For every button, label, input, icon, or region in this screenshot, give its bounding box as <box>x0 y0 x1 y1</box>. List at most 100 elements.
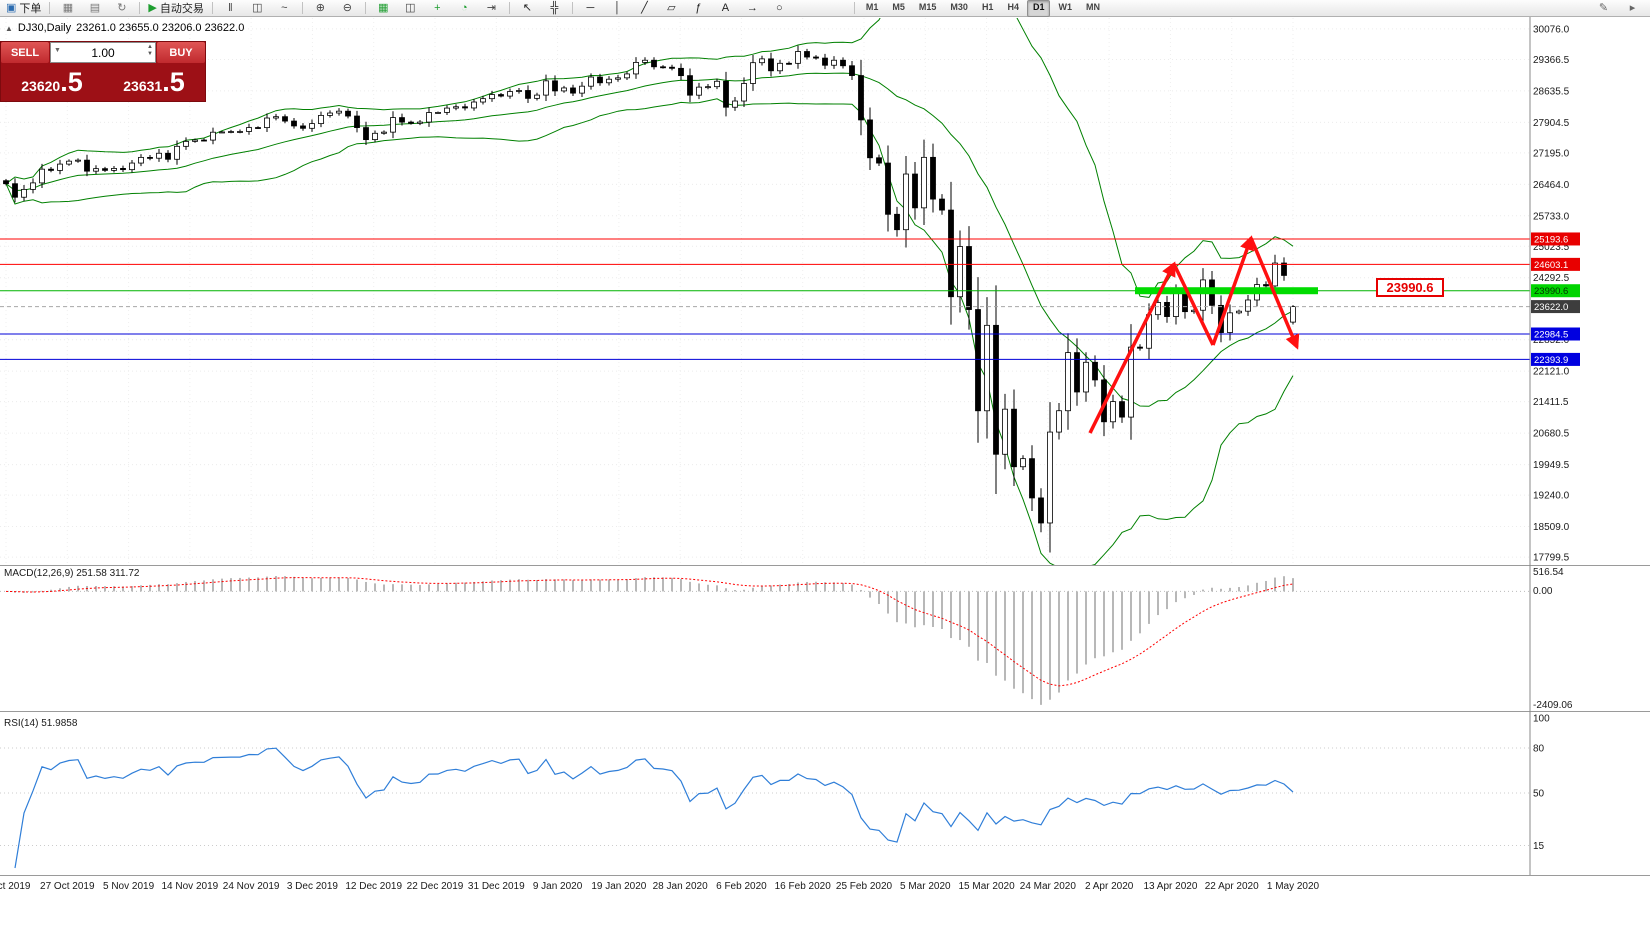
period-clock-icon[interactable]: ◔ <box>452 0 477 17</box>
refresh-icon[interactable]: ↻ <box>109 0 134 17</box>
price-axis-label: 19949.5 <box>1533 460 1570 471</box>
timeframe-m30-button[interactable]: M30 <box>950 1 968 12</box>
candle-body <box>750 62 756 84</box>
timeframe-m15-button[interactable]: M15 <box>918 1 937 12</box>
candlestick-icon[interactable]: ◫ <box>245 0 270 17</box>
timeframe-h4-button[interactable]: H4 <box>1007 1 1019 12</box>
candle-body <box>975 309 981 412</box>
pencil-icon[interactable]: ✎ <box>1591 0 1616 17</box>
timeframe-m5-button[interactable]: M5 <box>892 1 905 12</box>
sell-button[interactable]: SELL <box>1 42 49 63</box>
candle-body <box>282 116 288 122</box>
candle-body <box>1173 292 1179 317</box>
trend-arrows-layer[interactable] <box>1088 235 1300 434</box>
candle-body <box>912 173 918 209</box>
tile-windows-icon[interactable]: ◫ <box>398 0 423 17</box>
candle-body <box>1155 302 1161 316</box>
candle-body <box>660 66 666 69</box>
trend-arrow[interactable] <box>1211 235 1254 346</box>
time-axis-label: 6 Feb 2020 <box>716 881 767 892</box>
refresh-icon: ↻ <box>117 1 127 14</box>
vertical-line-icon[interactable]: │ <box>605 0 630 17</box>
toolbar-separator <box>211 2 213 14</box>
add-indicator-icon[interactable]: + <box>425 0 450 17</box>
candle-body <box>993 324 999 455</box>
profiles-icon[interactable]: ▤ <box>82 0 107 17</box>
volume-stepper[interactable]: ▲ ▼ <box>147 44 153 58</box>
trend-arrow[interactable] <box>1249 237 1300 350</box>
candle-body <box>759 58 765 64</box>
rsi-layer <box>0 747 1530 869</box>
trend-arrow[interactable] <box>1088 261 1176 434</box>
charts-window-icon[interactable]: ▦ <box>55 0 80 17</box>
line-chart-icon[interactable]: ~ <box>272 0 297 17</box>
candle-body <box>1137 346 1143 349</box>
buy-button[interactable]: BUY <box>157 42 205 63</box>
macd-signal-line <box>5 577 1294 687</box>
candle-body <box>804 51 810 58</box>
horizontal-line-icon[interactable]: ─ <box>578 0 603 17</box>
timeframe-w1-button[interactable]: W1 <box>1058 1 1072 12</box>
volume-down-icon[interactable]: ▼ <box>147 50 153 57</box>
candle-body <box>516 90 522 92</box>
candle-body <box>885 162 891 215</box>
zoom-out-icon[interactable]: ⊖ <box>335 0 360 17</box>
chart-symbol-period: DJ30,Daily <box>17 22 72 34</box>
candle-body <box>525 90 531 99</box>
candle-body <box>1029 458 1035 499</box>
shapes-icon[interactable]: ○ <box>767 0 792 17</box>
candle-body <box>129 162 135 171</box>
candle-body <box>3 180 9 185</box>
volume-input[interactable]: ▼ 1.00 ▲ ▼ <box>50 42 156 63</box>
main-toolbar: ▣ 下单 ▦ ▤ ↻ ▶ 自动交易 ‖ ◫ ~ ⊕ ⊖ ▦ ◫ + ◔ ⇥ ↖ ╬ ─ │ ╱ ▱ ƒ A → ○ M1 M5 M15 M3… <box>0 0 1650 17</box>
candle-body <box>372 132 378 141</box>
support-zone-bar[interactable] <box>1135 287 1318 295</box>
fibonacci-icon[interactable]: ƒ <box>686 0 711 17</box>
sell-price[interactable]: 23620 .5 <box>1 63 103 101</box>
candle-body <box>363 127 369 141</box>
candle-body <box>111 167 117 171</box>
timeframe-mn-button[interactable]: MN <box>1085 1 1100 12</box>
crosshair-icon[interactable]: ╬ <box>542 0 567 17</box>
buy-price[interactable]: 23631 .5 <box>103 63 205 101</box>
chart-shift-icon[interactable]: ⇥ <box>479 0 504 17</box>
time-axis-label: 31 Dec 2019 <box>468 881 525 892</box>
candle-body <box>1011 408 1017 468</box>
candle-body <box>237 131 243 133</box>
arrow-tool-icon[interactable]: → <box>740 0 765 17</box>
autotrading-button: ▶ <box>148 1 157 14</box>
trendline-icon[interactable]: ╱ <box>632 0 657 17</box>
grid-icon[interactable]: ▦ <box>371 0 396 17</box>
macd-indicator-label: MACD(12,26,9) 251.58 311.72 <box>4 568 140 579</box>
pointer-mode-icon[interactable]: ▸ <box>1620 0 1645 17</box>
candle-body <box>561 87 567 92</box>
trend-arrow[interactable] <box>1172 263 1215 346</box>
autotrading-button[interactable]: ▶ 自动交易 <box>145 0 206 17</box>
pointer-mode-icon: ▸ <box>1629 1 1636 14</box>
candle-body <box>120 167 126 171</box>
candle-body <box>435 112 441 114</box>
macd-axis-label: 516.54 <box>1533 567 1564 578</box>
cursor-icon[interactable]: ↖ <box>515 0 540 17</box>
time-axis-label: 22 Dec 2019 <box>407 881 464 892</box>
new-order-button[interactable]: ▣ 下单 <box>3 0 44 17</box>
timeframe-h1-button[interactable]: H1 <box>981 1 994 12</box>
channel-icon[interactable]: ▱ <box>659 0 684 17</box>
timeframe-d1-button[interactable]: D1 <box>1026 0 1051 17</box>
text-tool-icon[interactable]: A <box>713 0 738 17</box>
volume-dropdown-icon[interactable]: ▼ <box>54 47 61 54</box>
candle-body <box>714 80 720 88</box>
zoom-in-icon[interactable]: ⊕ <box>308 0 333 17</box>
candle-body <box>417 121 423 124</box>
candle-body <box>219 131 225 134</box>
time-axis-label: 9 Jan 2020 <box>533 881 583 892</box>
candle-body <box>633 61 639 75</box>
bar-chart-icon[interactable]: ‖ <box>218 0 243 17</box>
volume-up-icon[interactable]: ▲ <box>147 44 153 50</box>
rsi-axis-label: 15 <box>1533 841 1545 852</box>
chart-ohlc-values: 23261.0 23655.0 23206.0 23622.0 <box>76 22 245 34</box>
timeframe-m1-button[interactable]: M1 <box>865 1 879 12</box>
candle-body <box>300 125 306 129</box>
price-callout-label[interactable]: 23990.6 <box>1376 278 1444 297</box>
